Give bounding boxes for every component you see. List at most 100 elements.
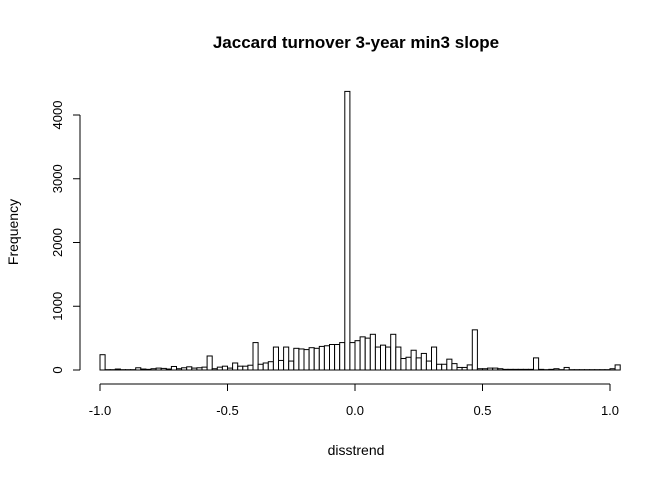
histogram-bar [186, 366, 193, 371]
histogram-bar [160, 367, 167, 371]
histogram-bar [155, 367, 162, 371]
histogram-bar [262, 362, 269, 371]
histogram-bar [563, 366, 570, 371]
histogram-bar [456, 366, 463, 371]
histogram-bar [492, 367, 499, 371]
histogram-bar [288, 360, 295, 371]
histogram-bar [247, 364, 254, 371]
histogram-bar [211, 368, 218, 371]
y-tick-label: 4000 [50, 101, 65, 130]
histogram-bar [512, 368, 519, 371]
chart-title: Jaccard turnover 3-year min3 slope [213, 33, 499, 52]
histogram-bar [170, 365, 177, 371]
histogram-bar [609, 368, 616, 371]
histogram-bar [313, 347, 320, 371]
histogram-bar [369, 333, 376, 371]
histogram-bar [201, 366, 208, 371]
histogram-bar [191, 367, 198, 371]
histogram-bar [507, 368, 514, 371]
histogram-bar [395, 346, 402, 371]
histogram-bar [227, 367, 234, 371]
histogram-bar [349, 342, 356, 371]
histogram-bar [359, 336, 366, 371]
histogram-bar [135, 367, 142, 371]
histogram-bar [318, 345, 325, 371]
y-axis: 0 1000 2000 3000 4000 [50, 101, 81, 374]
histogram-bar [196, 367, 203, 371]
histogram-bar [232, 362, 239, 371]
histogram-bar [471, 329, 478, 371]
histogram-bar [364, 337, 371, 371]
histogram-bar [538, 368, 545, 371]
histogram-bar [415, 357, 422, 371]
histogram-bar [354, 340, 361, 371]
histogram-bar [237, 365, 244, 371]
histogram-bar [420, 352, 427, 371]
histogram-bar [553, 368, 560, 371]
histogram-bar [482, 368, 489, 371]
x-tick-label: -1.0 [89, 403, 111, 418]
histogram-bar [405, 356, 412, 371]
histogram-bar [145, 368, 152, 371]
histogram-bar [221, 365, 228, 371]
histogram-bar [216, 366, 223, 371]
histogram-bar [242, 365, 249, 371]
histogram-bars [99, 90, 621, 371]
histogram-bar [441, 363, 448, 371]
histogram-bar [257, 363, 264, 371]
x-tick-label: 0.5 [473, 403, 491, 418]
histogram-bar [436, 363, 443, 371]
histogram-bar [114, 368, 121, 371]
x-axis: -1.0 -0.5 0.0 0.5 1.0 [89, 383, 619, 418]
histogram-bar [461, 366, 468, 371]
x-tick-label: 0.0 [346, 403, 364, 418]
histogram-bar [431, 346, 438, 371]
histogram-bar [329, 344, 336, 371]
histogram-bar [267, 361, 274, 371]
x-tick-label: -0.5 [216, 403, 238, 418]
histogram-bar [533, 357, 540, 371]
histogram-bar [614, 364, 621, 371]
histogram-bar [487, 367, 494, 371]
histogram-bar [181, 367, 188, 371]
histogram-bar [165, 368, 172, 371]
histogram-bar [476, 368, 483, 371]
histogram-bar [176, 368, 183, 371]
histogram-bar [272, 346, 279, 371]
histogram-bar [150, 368, 157, 371]
histogram-bar [252, 342, 259, 371]
x-tick-label: 1.0 [601, 403, 619, 418]
histogram-bar [323, 345, 330, 371]
histogram-bar [334, 344, 341, 371]
histogram-bar [451, 363, 458, 371]
histogram-bar [293, 347, 300, 371]
y-axis-label: Frequency [5, 199, 21, 265]
histogram-bar [308, 347, 315, 371]
histogram-bar [339, 342, 346, 371]
histogram-bar [390, 333, 397, 371]
y-tick-label: 2000 [50, 228, 65, 257]
histogram-bar [410, 349, 417, 371]
histogram-bar [497, 368, 504, 371]
histogram-bar [527, 368, 535, 371]
histogram-bar [385, 346, 392, 371]
histogram-bar [278, 359, 285, 371]
histogram-bar [502, 368, 509, 371]
histogram-bar [344, 90, 351, 371]
y-tick-label: 1000 [50, 292, 65, 321]
y-tick-label: 3000 [50, 164, 65, 193]
histogram-bar [548, 368, 555, 371]
histogram-bar [522, 368, 529, 371]
histogram-bar [283, 346, 290, 371]
histogram-bar [400, 358, 407, 371]
histogram-bar [99, 354, 106, 371]
histogram-bar [425, 360, 432, 371]
histogram-bar [374, 346, 381, 371]
histogram-bar [140, 368, 147, 371]
x-axis-label: disstrend [328, 442, 385, 458]
histogram-bar [517, 368, 524, 371]
histogram-bar [303, 349, 310, 371]
histogram-bar [446, 358, 453, 371]
histogram-bar [298, 348, 305, 371]
